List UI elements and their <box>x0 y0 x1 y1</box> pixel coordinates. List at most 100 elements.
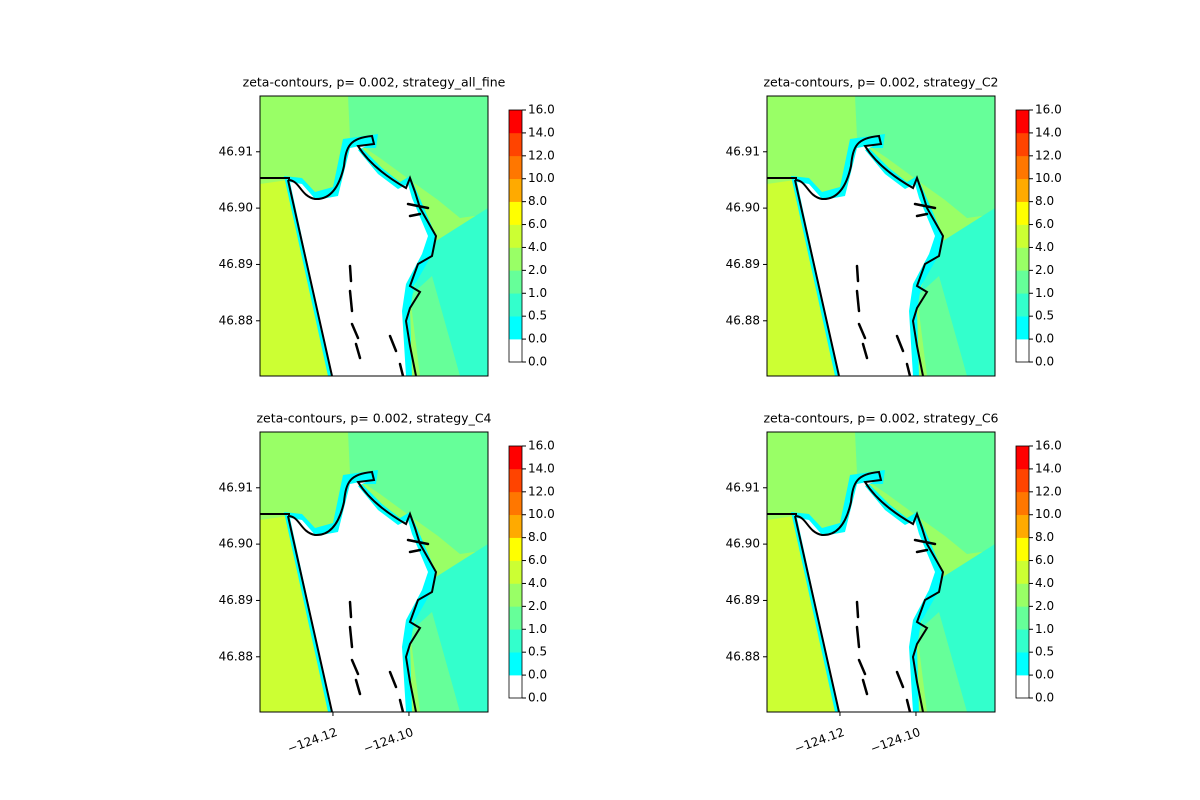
colorbar-tick-label: 14.0 <box>528 461 555 475</box>
y-tick-label: 46.91 <box>219 144 253 158</box>
contour-region <box>855 96 995 218</box>
colorbar-swatch <box>1016 629 1029 653</box>
colorbar-swatch <box>509 629 522 653</box>
contour-region <box>917 276 967 376</box>
colorbar-tick-label: 10.0 <box>528 171 555 185</box>
colorbar-tick-label: 0.0 <box>1035 355 1054 369</box>
colorbar-swatch <box>509 155 522 180</box>
contour-region <box>917 612 967 712</box>
colorbar-tick-label: 16.0 <box>528 439 555 453</box>
colorbar-swatch <box>1016 155 1029 180</box>
x-tick-label: −124.12 <box>285 725 339 756</box>
colorbar-swatch <box>509 132 522 157</box>
x-tick-label: −124.10 <box>868 725 922 756</box>
y-tick-label: 46.90 <box>219 537 253 551</box>
y-tick-label: 46.91 <box>726 480 760 494</box>
colorbar-tick-label: 1.0 <box>1035 622 1054 636</box>
colorbar-tick-label: 6.0 <box>1035 553 1054 567</box>
panel-title: zeta-contours, p= 0.002, strategy_C6 <box>763 411 998 426</box>
contour-region <box>290 480 428 712</box>
colorbar-tick-label: 14.0 <box>528 125 555 139</box>
colorbar-tick-label: 0.5 <box>528 309 547 323</box>
colorbar-swatch <box>1016 446 1029 470</box>
colorbar-tick-label: 0.0 <box>528 668 547 682</box>
colorbar-tick-label: 12.0 <box>1035 148 1062 162</box>
y-tick-label: 46.89 <box>726 593 760 607</box>
panel-title: zeta-contours, p= 0.002, strategy_C4 <box>256 411 491 426</box>
colorbar-tick-label: 16.0 <box>528 103 555 117</box>
colorbar-tick-label: 14.0 <box>1035 125 1062 139</box>
colorbar-tick-label: 8.0 <box>1035 194 1054 208</box>
contour-region <box>410 612 460 712</box>
y-tick-label: 46.89 <box>219 257 253 271</box>
contour-region <box>260 516 332 712</box>
islands <box>348 538 430 712</box>
islands <box>855 202 937 376</box>
colorbar-swatch <box>509 468 522 493</box>
islands <box>348 202 430 376</box>
colorbar-frame <box>1015 109 1030 363</box>
colorbar-tick-label: 2.0 <box>528 599 547 613</box>
colorbar-swatch <box>1016 339 1029 363</box>
colorbar-tick-label: 14.0 <box>1035 461 1062 475</box>
colorbar-tick-label: 1.0 <box>528 286 547 300</box>
contour-region <box>348 96 488 218</box>
colorbar-tick-label: 4.0 <box>528 240 547 254</box>
colorbar: 0.0 0.0 0.5 1.0 2.0 4.0 6.0 8.0 10.0 12.0 14.0 16.0 <box>508 439 555 705</box>
colorbar-swatch <box>1016 606 1029 630</box>
contour-region <box>767 180 839 376</box>
y-tick-label: 46.88 <box>219 649 253 663</box>
colorbar-tick-label: 4.0 <box>528 576 547 590</box>
colorbar-swatch <box>509 491 522 516</box>
axes-frame <box>259 431 489 713</box>
colorbar-tick-label: 0.0 <box>1035 668 1054 682</box>
colorbar-tick-label: 0.5 <box>528 645 547 659</box>
y-tick-label: 46.91 <box>726 144 760 158</box>
colorbar-swatch <box>1016 247 1029 271</box>
colorbar-swatch <box>509 339 522 363</box>
colorbar-swatch <box>1016 270 1029 294</box>
colorbar-tick-label: 12.0 <box>528 484 555 498</box>
panel-title: zeta-contours, p= 0.002, strategy_all_fi… <box>243 75 506 90</box>
colorbar-swatch <box>509 110 522 134</box>
colorbar-swatch <box>509 293 522 317</box>
y-tick-label: 46.90 <box>219 201 253 215</box>
colorbar-tick-label: 12.0 <box>1035 484 1062 498</box>
map <box>260 96 488 376</box>
colorbar-tick-label: 2.0 <box>1035 263 1054 277</box>
colorbar-tick-label: 4.0 <box>1035 576 1054 590</box>
colorbar-swatch <box>1016 132 1029 157</box>
contour-region <box>767 516 839 712</box>
colorbar-tick-label: 0.0 <box>1035 691 1054 705</box>
colorbar-swatch <box>1016 293 1029 317</box>
panel: zeta-contours, p= 0.002, strategy_C6 46.8… <box>726 411 1062 756</box>
colorbar-swatch <box>509 514 522 538</box>
colorbar-tick-label: 0.0 <box>1035 332 1054 346</box>
y-tick-label: 46.91 <box>219 480 253 494</box>
colorbar-swatch <box>1016 110 1029 134</box>
colorbar-tick-label: 6.0 <box>528 217 547 231</box>
colorbar-tick-label: 10.0 <box>528 507 555 521</box>
colorbar-frame <box>508 445 523 699</box>
colorbar-swatch <box>509 606 522 630</box>
colorbar-tick-label: 0.0 <box>528 355 547 369</box>
colorbar-swatch <box>1016 316 1029 340</box>
colorbar-frame <box>508 109 523 363</box>
x-tick-label: −124.10 <box>361 725 415 756</box>
panel: zeta-contours, p= 0.002, strategy_C4 46.8… <box>219 411 555 756</box>
colorbar-tick-label: 1.0 <box>528 622 547 636</box>
panel: zeta-contours, p= 0.002, strategy_all_fi… <box>219 75 555 377</box>
y-tick-label: 46.88 <box>219 313 253 327</box>
y-tick-label: 46.90 <box>726 537 760 551</box>
map <box>767 96 995 376</box>
contour-region <box>260 180 332 376</box>
colorbar: 0.0 0.0 0.5 1.0 2.0 4.0 6.0 8.0 10.0 12.0 14.0 16.0 <box>508 103 555 369</box>
islands <box>855 538 937 712</box>
colorbar-tick-label: 8.0 <box>1035 530 1054 544</box>
colorbar-frame <box>1015 445 1030 699</box>
contour-region <box>290 144 428 376</box>
map <box>767 432 995 712</box>
colorbar-tick-label: 4.0 <box>1035 240 1054 254</box>
colorbar-tick-label: 16.0 <box>1035 439 1062 453</box>
